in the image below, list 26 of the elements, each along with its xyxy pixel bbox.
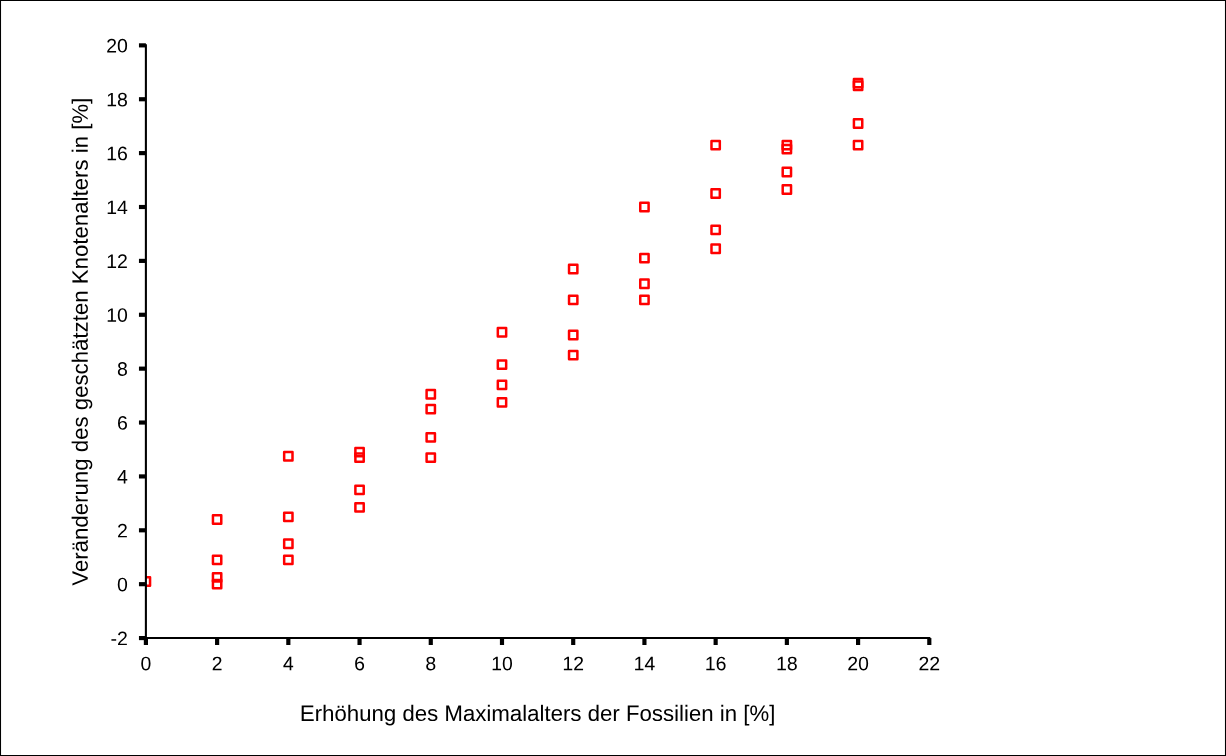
x-tick-label: 0 <box>141 656 151 671</box>
y-axis-title: Veränderung des geschätzten Knotenalters in [%] <box>71 99 93 586</box>
x-tick-label: 18 <box>777 656 797 671</box>
x-tick-label: 2 <box>212 656 222 671</box>
y-tick-label: 2 <box>118 523 127 538</box>
y-tick-label: 16 <box>107 146 127 161</box>
y-tick-label: 18 <box>107 92 127 107</box>
x-tick-label: 12 <box>563 656 584 671</box>
x-tick-label: 4 <box>283 656 294 671</box>
y-tick-label: 12 <box>107 254 127 268</box>
y-tick-label: 4 <box>117 470 128 484</box>
x-tick-label: 6 <box>355 656 365 671</box>
x-tick-label: 8 <box>426 656 436 671</box>
y-tick-label: 8 <box>117 362 127 376</box>
x-tick-label: 14 <box>635 656 655 671</box>
y-tick-label: 0 <box>117 577 128 592</box>
y-tick-label: 10 <box>107 308 128 323</box>
x-tick-label: 20 <box>848 656 869 671</box>
y-tick-label: 14 <box>107 200 128 215</box>
y-tick-label: 6 <box>118 416 127 430</box>
y-tick-label: 20 <box>107 38 128 53</box>
x-tick-label: 10 <box>492 656 513 671</box>
x-tick-label: 16 <box>706 656 726 671</box>
x-axis-title: Erhöhung des Maximalalters der Fossilien in [%] <box>301 704 774 726</box>
y-tick-label: -2 <box>111 631 127 646</box>
x-tick-label: 22 <box>919 656 940 671</box>
